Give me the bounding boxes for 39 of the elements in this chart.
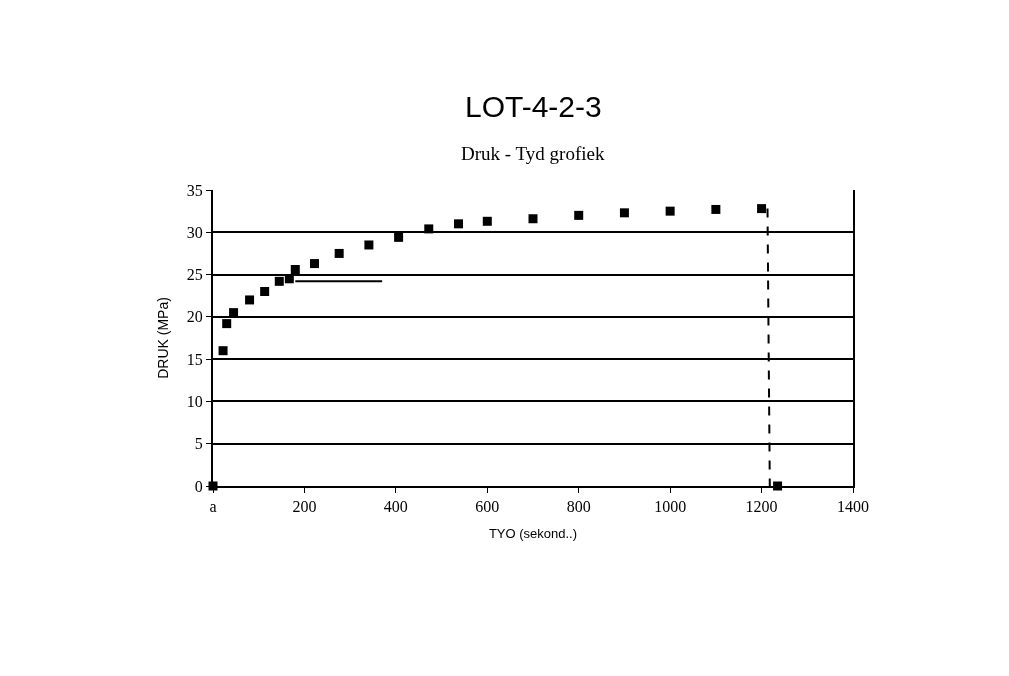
point <box>245 295 255 305</box>
y-axis-title: DRUK (MPa) <box>154 297 171 379</box>
y-tick-label: 0 <box>194 477 203 495</box>
chart-subtitle: Druk - Tyd grofiek <box>461 143 605 164</box>
x-tick-label: 1400 <box>837 498 869 516</box>
point <box>482 216 492 226</box>
point <box>665 206 675 216</box>
point <box>222 319 232 329</box>
point <box>574 210 584 220</box>
point <box>453 219 463 229</box>
point <box>218 346 228 356</box>
y-tick-label: 10 <box>186 393 203 411</box>
x-tick-label: a <box>209 498 217 516</box>
x-tick-label: 200 <box>292 498 317 516</box>
point <box>260 286 270 296</box>
x-tick-label: 1200 <box>745 498 778 516</box>
point <box>619 208 629 218</box>
point <box>274 276 284 286</box>
y-tick-label: 25 <box>186 266 203 284</box>
y-tick-label: 5 <box>194 435 203 453</box>
y-tick-label: 20 <box>186 308 203 326</box>
y-tick-label: 15 <box>186 350 203 368</box>
point <box>364 240 374 250</box>
point <box>528 214 538 224</box>
point <box>290 265 300 274</box>
point <box>757 204 767 214</box>
chart-title: LOT-4-2-3 <box>465 90 602 123</box>
x-axis-title: TYO (sekond..) <box>488 526 578 542</box>
y-tick-label: 30 <box>186 223 203 241</box>
point <box>394 232 404 242</box>
x-tick-label: 800 <box>566 498 591 516</box>
x-tick-label: 400 <box>383 498 408 516</box>
point <box>711 204 721 214</box>
point <box>334 248 344 258</box>
x-tick-label: 1000 <box>654 498 687 516</box>
point <box>309 259 319 269</box>
x-tick-label: 600 <box>475 498 500 516</box>
y-tick-label: 35 <box>186 181 203 199</box>
point <box>424 224 434 234</box>
